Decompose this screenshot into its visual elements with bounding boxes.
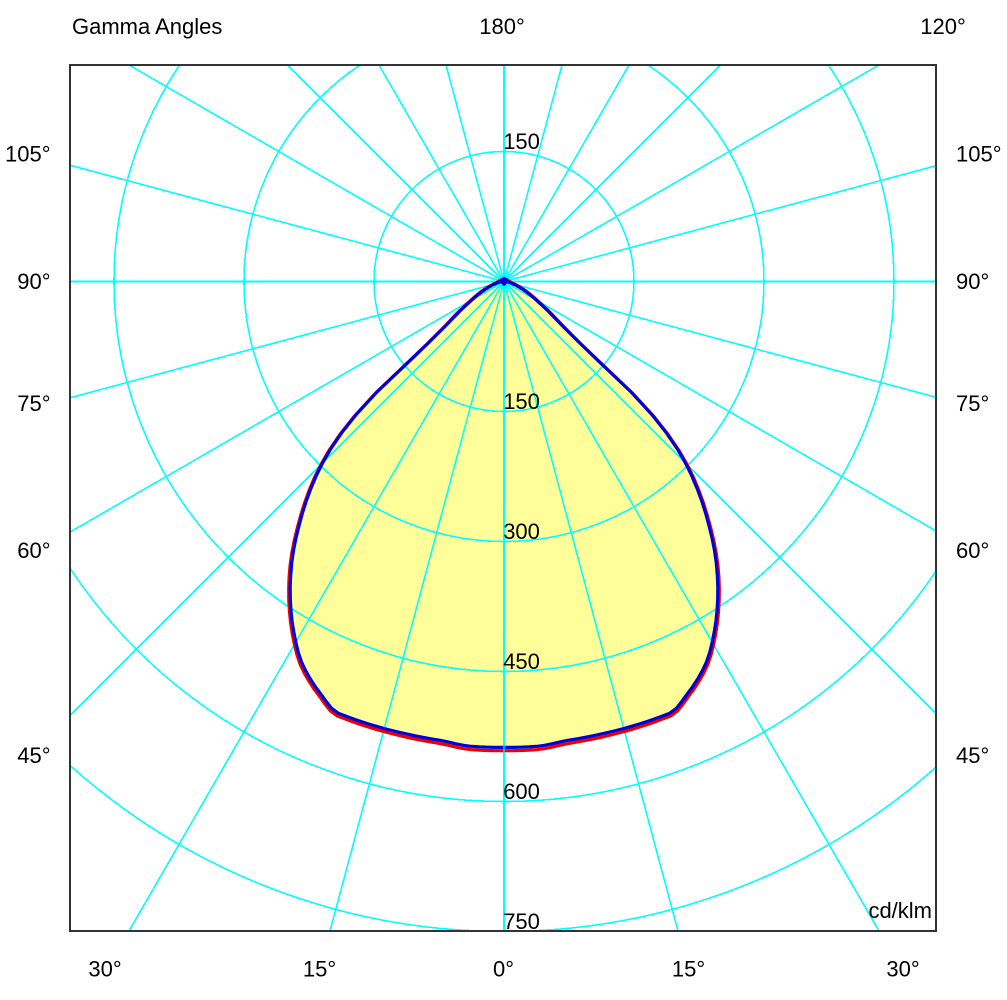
svg-text:cd/klm: cd/klm — [868, 898, 932, 923]
svg-text:30°: 30° — [88, 957, 121, 982]
svg-text:15°: 15° — [672, 957, 705, 982]
svg-text:150: 150 — [503, 129, 540, 154]
svg-text:75°: 75° — [17, 391, 50, 416]
svg-text:Gamma Angles: Gamma Angles — [72, 14, 222, 39]
svg-text:15°: 15° — [303, 957, 336, 982]
svg-text:180°: 180° — [479, 14, 525, 39]
svg-text:105°: 105° — [5, 142, 51, 167]
svg-text:45°: 45° — [17, 743, 50, 768]
svg-text:90°: 90° — [956, 269, 989, 294]
svg-text:600: 600 — [503, 779, 540, 804]
svg-text:90°: 90° — [17, 269, 50, 294]
svg-text:750: 750 — [503, 909, 540, 934]
svg-text:300: 300 — [503, 519, 540, 544]
svg-text:450: 450 — [503, 649, 540, 674]
svg-text:0°: 0° — [493, 957, 514, 982]
svg-text:60°: 60° — [956, 538, 989, 563]
svg-text:120°: 120° — [920, 14, 966, 39]
svg-text:150: 150 — [503, 389, 540, 414]
svg-text:75°: 75° — [956, 391, 989, 416]
svg-text:30°: 30° — [886, 957, 919, 982]
svg-text:45°: 45° — [956, 743, 989, 768]
svg-text:105°: 105° — [956, 142, 1002, 167]
svg-text:60°: 60° — [17, 538, 50, 563]
